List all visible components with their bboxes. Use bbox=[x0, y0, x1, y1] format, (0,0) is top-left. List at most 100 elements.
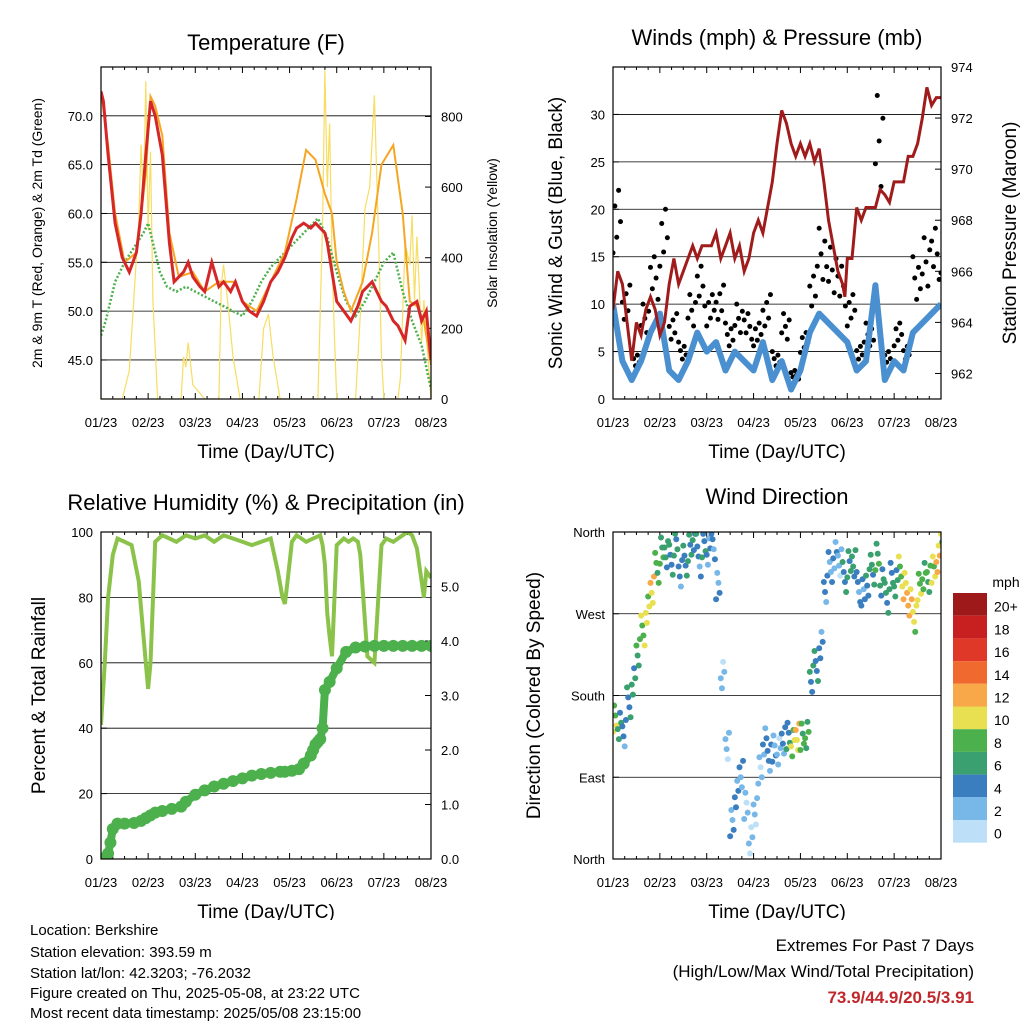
direction-point bbox=[884, 599, 891, 606]
direction-point bbox=[798, 720, 805, 727]
direction-point bbox=[745, 840, 752, 847]
direction-point bbox=[914, 597, 921, 604]
direction-point bbox=[825, 548, 832, 555]
direction-point bbox=[654, 569, 661, 576]
direction-point bbox=[916, 580, 923, 587]
gust-point bbox=[848, 315, 854, 321]
series-sonic-wind bbox=[613, 282, 941, 393]
gust-point bbox=[872, 161, 878, 167]
direction-point bbox=[776, 735, 783, 742]
gust-point bbox=[897, 320, 903, 326]
x-tick-label: 01/23 bbox=[597, 415, 630, 430]
x-tick-label: 08/23 bbox=[925, 875, 958, 890]
y-axis-label-left: Direction (Colored By Speed) bbox=[524, 572, 545, 819]
gust-point bbox=[670, 317, 676, 323]
x-tick-label: 06/23 bbox=[320, 875, 353, 890]
direction-point bbox=[718, 685, 725, 692]
y-tick-label-left: 15 bbox=[591, 250, 605, 265]
direction-point bbox=[809, 688, 816, 695]
y-tick-label-right: 970 bbox=[951, 162, 973, 177]
gust-point bbox=[912, 275, 918, 281]
direction-point bbox=[666, 541, 673, 548]
gust-point bbox=[764, 299, 770, 305]
colorbar-label: 16 bbox=[994, 644, 1010, 660]
gust-point bbox=[820, 276, 826, 282]
gust-point bbox=[707, 315, 713, 321]
direction-point bbox=[728, 806, 735, 813]
colorbar-swatch bbox=[953, 593, 987, 616]
colorbar-swatch bbox=[953, 751, 987, 775]
extremes-values: 73.9/44.9/20.5/3.91 bbox=[827, 988, 974, 1007]
direction-point bbox=[932, 573, 939, 580]
y-tick-label-left: East bbox=[579, 770, 605, 785]
y-tick-label-left: 65.0 bbox=[68, 158, 93, 173]
direction-point bbox=[871, 581, 878, 588]
direction-point bbox=[850, 563, 857, 570]
direction-point bbox=[721, 668, 728, 675]
direction-point bbox=[639, 622, 646, 629]
gust-point bbox=[732, 322, 738, 328]
direction-point bbox=[878, 592, 885, 599]
plot-frame bbox=[100, 66, 432, 400]
direction-point bbox=[670, 552, 677, 559]
x-tick-label: 01/23 bbox=[85, 875, 118, 890]
plot-frame bbox=[100, 531, 432, 860]
direction-point bbox=[730, 826, 737, 833]
direction-point bbox=[841, 578, 848, 585]
direction-point bbox=[864, 582, 871, 589]
direction-point bbox=[900, 596, 907, 603]
gust-point bbox=[829, 267, 835, 273]
direction-point bbox=[928, 579, 935, 586]
direction-point bbox=[844, 574, 851, 581]
colorbar-label: 6 bbox=[994, 758, 1002, 774]
direction-point bbox=[668, 561, 675, 568]
direction-point bbox=[875, 560, 882, 567]
direction-point bbox=[851, 573, 858, 580]
direction-point bbox=[872, 567, 879, 574]
colorbar-swatch bbox=[953, 683, 987, 707]
gust-point bbox=[758, 331, 764, 337]
direction-point bbox=[819, 638, 826, 645]
direction-point bbox=[704, 561, 711, 568]
direction-point bbox=[642, 609, 649, 616]
direction-point bbox=[629, 691, 636, 698]
direction-point bbox=[758, 774, 765, 781]
gust-point bbox=[634, 352, 640, 358]
direction-point bbox=[879, 566, 886, 573]
direction-point bbox=[751, 811, 758, 818]
gust-point bbox=[736, 315, 742, 321]
y-tick-label-left: North bbox=[573, 852, 605, 867]
direction-point bbox=[755, 780, 762, 787]
gust-point bbox=[668, 336, 674, 342]
gust-point bbox=[850, 292, 856, 298]
direction-point bbox=[863, 572, 870, 579]
gust-point bbox=[799, 335, 805, 341]
direction-point bbox=[858, 602, 865, 609]
direction-point bbox=[652, 549, 659, 556]
location-text: Location: Berkshire bbox=[30, 922, 159, 939]
direction-point bbox=[822, 588, 829, 595]
direction-point bbox=[628, 681, 635, 688]
y-tick-label-right: 964 bbox=[951, 315, 973, 330]
direction-point bbox=[891, 583, 898, 590]
y-tick-label-left: 30 bbox=[591, 107, 605, 122]
elevation-text: Station elevation: 393.59 m bbox=[30, 944, 212, 961]
direction-point bbox=[733, 804, 739, 811]
plot-frame bbox=[612, 531, 942, 860]
gust-point bbox=[689, 307, 695, 313]
direction-point bbox=[613, 702, 618, 709]
y-tick-label-left: 60.0 bbox=[68, 206, 93, 221]
direction-point bbox=[686, 532, 693, 538]
direction-point bbox=[832, 538, 839, 545]
direction-point bbox=[621, 743, 628, 750]
direction-point bbox=[915, 570, 922, 577]
y-tick-label-right: 972 bbox=[951, 111, 973, 126]
y-tick-label-left: 45.0 bbox=[68, 353, 93, 368]
x-tick-label: 05/23 bbox=[273, 875, 306, 890]
gust-point bbox=[754, 337, 760, 343]
direction-point bbox=[624, 684, 631, 691]
x-axis-label: Time (Day/UTC) bbox=[708, 902, 846, 920]
direction-point bbox=[740, 757, 747, 764]
direction-point bbox=[763, 735, 770, 742]
direction-point bbox=[911, 618, 918, 625]
